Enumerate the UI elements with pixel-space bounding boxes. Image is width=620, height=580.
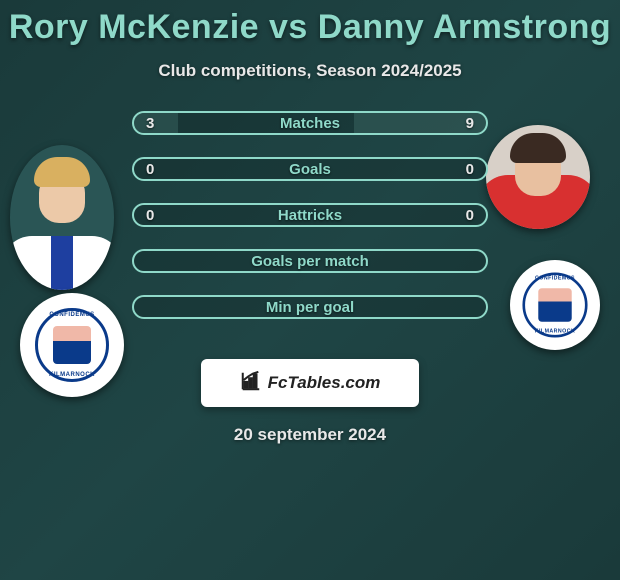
crest-icon: CONFIDEMUS KILMARNOCK (35, 308, 109, 382)
stat-row: 0Hattricks0 (132, 203, 488, 227)
comparison-card: Rory McKenzie vs Danny Armstrong Club co… (0, 0, 620, 580)
stats-column: 3Matches90Goals00Hattricks0Goals per mat… (132, 111, 488, 319)
stat-label: Hattricks (134, 207, 486, 224)
stat-right-value: 0 (454, 161, 474, 178)
stat-label: Goals per match (134, 253, 486, 270)
date-label: 20 september 2024 (234, 425, 386, 445)
branding-badge: FcTables.com (201, 359, 419, 407)
stat-right-value: 9 (454, 115, 474, 132)
stat-label: Goals (134, 161, 486, 178)
chart-icon (240, 370, 262, 397)
stat-left-value: 0 (146, 161, 166, 178)
branding-label: FcTables.com (268, 373, 381, 393)
stat-row: 3Matches9 (132, 111, 488, 135)
stat-row: Min per goal (132, 295, 488, 319)
stat-right-value: 0 (454, 207, 474, 224)
stat-label: Min per goal (134, 299, 486, 316)
subtitle: Club competitions, Season 2024/2025 (158, 61, 461, 81)
stat-row: 0Goals0 (132, 157, 488, 181)
stat-label: Matches (134, 115, 486, 132)
stats-area: 3Matches90Goals00Hattricks0Goals per mat… (0, 111, 620, 319)
stat-left-value: 0 (146, 207, 166, 224)
page-title: Rory McKenzie vs Danny Armstrong (9, 8, 611, 47)
stat-left-value: 3 (146, 115, 166, 132)
stat-row: Goals per match (132, 249, 488, 273)
